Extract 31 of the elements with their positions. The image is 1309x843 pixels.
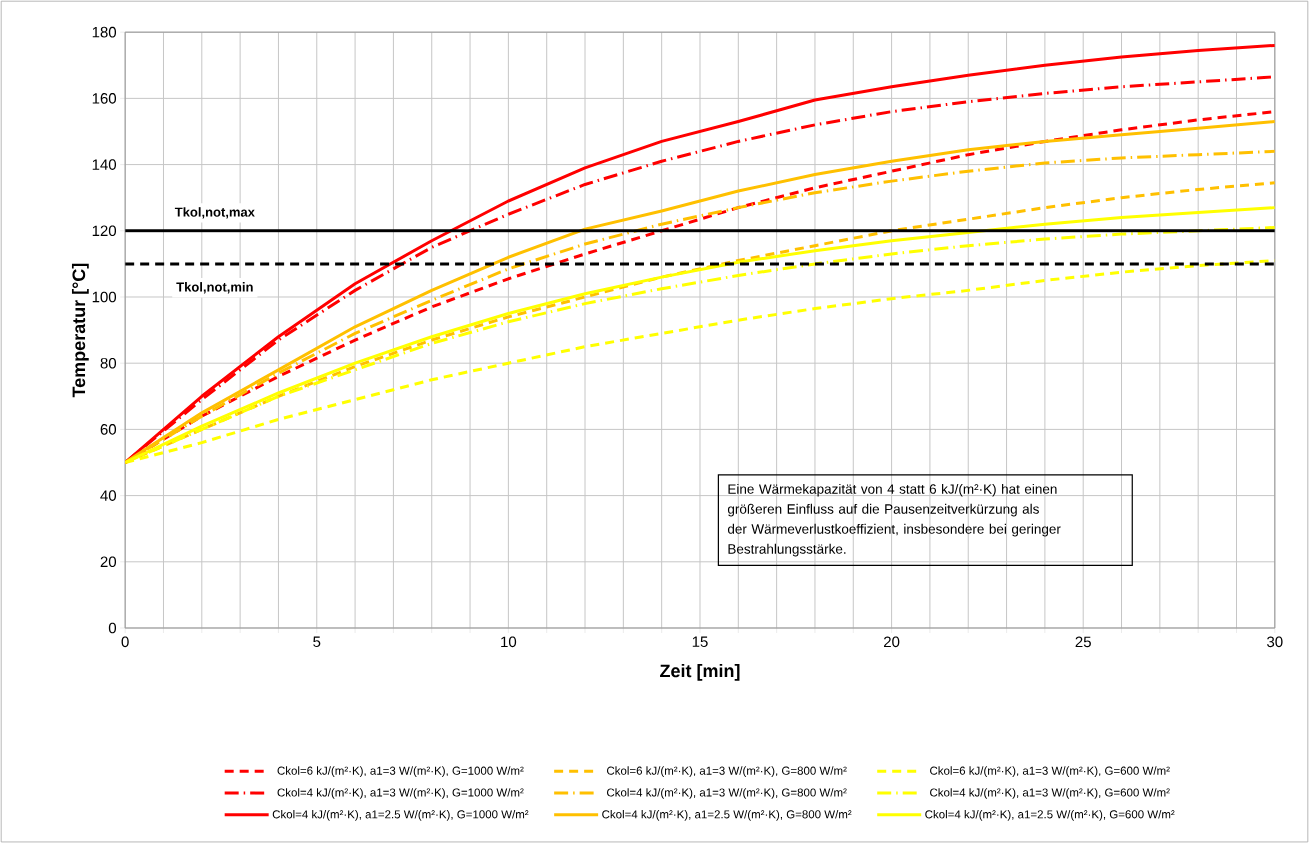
x-tick-label: 5 (313, 636, 321, 647)
y-axis-title: Temperatur [°C] (71, 263, 89, 398)
y-tick-label: 40 (100, 490, 117, 501)
y-tick-label: 20 (100, 556, 117, 568)
x-tick-label: 25 (1075, 636, 1091, 648)
legend-label: Ckol=4 kJ/(m²·K), a1=3 W/(m²·K), G=1000 W/m² (277, 788, 524, 799)
legend-label: Ckol=4 kJ/(m²·K), a1=3 W/(m²·K), G=800 W/m² (607, 788, 847, 799)
legend-label: Ckol=4 kJ/(m²·K), a1=3 W/(m²·K), G=600 W/m² (930, 788, 1170, 799)
legend-label: Ckol=4 kJ/(m²·K), a1=2.5 W/(m²·K), G=600 W/m² (925, 809, 1175, 821)
x-tick-label: 0 (121, 636, 129, 648)
ref-line-label: Tkol,not,min (176, 282, 253, 294)
y-tick-label: 160 (92, 93, 117, 104)
legend-label: Ckol=4 kJ/(m²·K), a1=2.5 W/(m²·K), G=800 W/m² (602, 809, 852, 821)
x-tick-label: 10 (501, 636, 517, 648)
x-tick-label: 20 (884, 636, 900, 648)
y-tick-label: 140 (92, 159, 117, 170)
y-tick-label: 0 (108, 622, 117, 634)
y-tick-label: 80 (100, 357, 117, 369)
legend-label: Ckol=6 kJ/(m²·K), a1=3 W/(m²·K), G=1000 W/m² (277, 766, 524, 777)
x-axis-title: Zeit [min] (660, 663, 740, 681)
legend-label: Ckol=6 kJ/(m²·K), a1=3 W/(m²·K), G=600 W/m² (930, 766, 1170, 777)
y-tick-label: 180 (92, 26, 117, 38)
y-tick-label: 60 (100, 424, 117, 435)
ref-line-label: Tkol,not,max (174, 207, 255, 219)
y-tick-label: 120 (92, 225, 117, 237)
annotation: Eine Wärmekapazität von 4 statt 6 kJ/(m²·K) hat einen größeren Einfluss auf die Pausenzeitverkürzung als der Wärmeverlustkoeffizient, insbesondere bei geringer Bestrahlungsstärke. (727, 483, 1061, 557)
legend-label: Ckol=6 kJ/(m²·K), a1=3 W/(m²·K), G=800 W/m² (607, 766, 847, 777)
y-tick-label: 100 (92, 291, 117, 303)
legend-label: Ckol=4 kJ/(m²·K), a1=2.5 W/(m²·K), G=1000 W/m² (272, 809, 529, 821)
x-tick-label: 30 (1267, 636, 1283, 648)
x-tick-label: 15 (692, 636, 708, 647)
